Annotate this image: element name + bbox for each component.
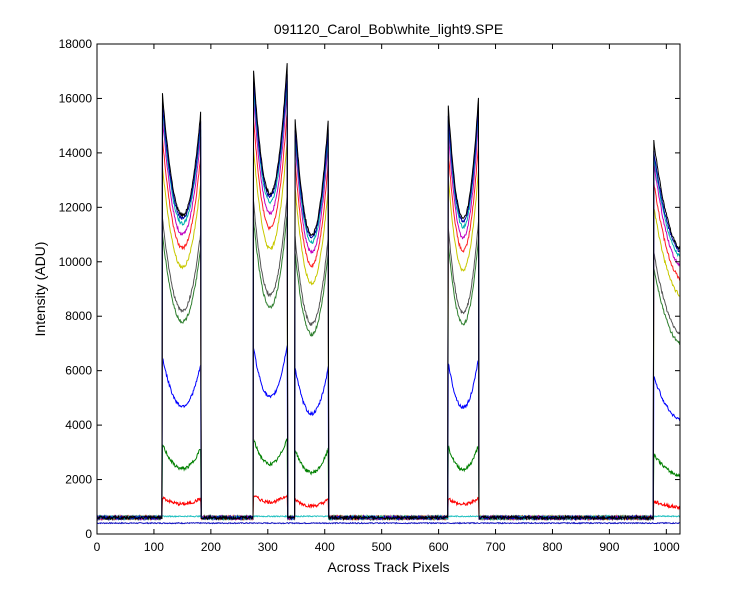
y-tick-label: 4000 bbox=[65, 418, 92, 432]
y-tick-label: 12000 bbox=[59, 200, 93, 214]
plot-frame bbox=[96, 43, 681, 535]
axis-layer: 0 100 200 300 400 500 600 700 800 900 100002000400… bbox=[59, 37, 680, 554]
series-line bbox=[96, 63, 681, 522]
y-tick-label: 16000 bbox=[59, 91, 93, 105]
y-tick-label: 0 bbox=[85, 527, 92, 541]
x-tick-label: 1000 bbox=[653, 540, 680, 554]
y-tick-label: 2000 bbox=[65, 473, 92, 487]
x-tick-label: 100 bbox=[144, 540, 164, 554]
y-tick-label: 8000 bbox=[65, 309, 92, 323]
x-tick-label: 0 bbox=[94, 540, 101, 554]
y-tick-label: 6000 bbox=[65, 364, 92, 378]
x-tick-label: 200 bbox=[201, 540, 221, 554]
x-tick-label: 600 bbox=[429, 540, 449, 554]
x-tick-label: 400 bbox=[315, 540, 335, 554]
series-line bbox=[96, 521, 681, 525]
chart-title: 091120_Carol_Bob\white_light9.SPE bbox=[274, 21, 503, 37]
y-tick-label: 14000 bbox=[59, 146, 93, 160]
x-tick-label: 500 bbox=[372, 540, 392, 554]
y-axis-label: Intensity (ADU) bbox=[32, 242, 48, 337]
series-layer bbox=[96, 63, 681, 525]
x-tick-label: 700 bbox=[486, 540, 506, 554]
x-axis-label: Across Track Pixels bbox=[327, 559, 449, 575]
x-tick-label: 300 bbox=[258, 540, 278, 554]
y-tick-label: 18000 bbox=[59, 37, 93, 51]
y-tick-label: 10000 bbox=[59, 255, 93, 269]
plot-area bbox=[97, 44, 680, 534]
x-tick-label: 800 bbox=[542, 540, 562, 554]
x-tick-label: 900 bbox=[599, 540, 619, 554]
